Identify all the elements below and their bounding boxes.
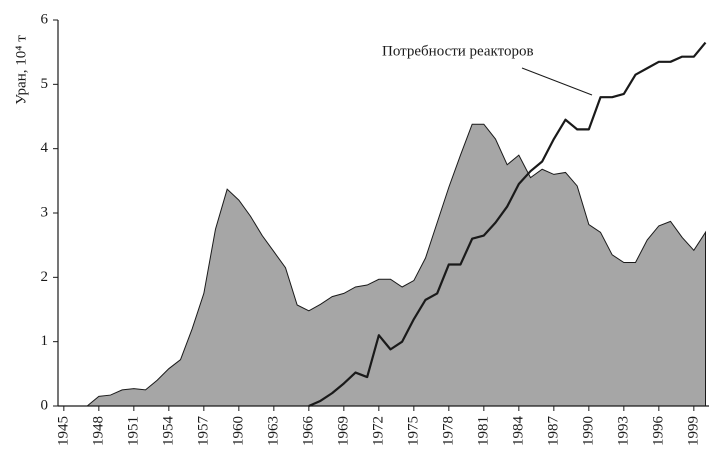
x-tick-label: 1975 (405, 416, 421, 446)
x-tick-label: 1945 (55, 416, 71, 446)
x-tick-label: 1963 (265, 416, 281, 446)
x-tick-label: 1978 (440, 416, 456, 446)
y-axis-label: Уран, 10⁴ т (13, 35, 29, 105)
y-tick-label: 1 (41, 333, 49, 349)
line (308, 41, 707, 408)
x-tick-label: 1954 (160, 416, 176, 447)
area (63, 123, 706, 407)
x-tick-label: 1981 (475, 416, 491, 446)
y-tick-label: 3 (41, 204, 49, 220)
x-tick-label: 1948 (90, 416, 106, 446)
x-tick-label: 1987 (545, 416, 561, 447)
x-tick-label: 1969 (335, 416, 351, 446)
y-tick-label: 5 (41, 76, 49, 92)
x-tick-label: 1951 (125, 416, 141, 446)
y-tick-label: 2 (41, 269, 49, 285)
x-tick-label: 1993 (615, 416, 631, 446)
x-tick-label: 1957 (195, 416, 211, 447)
x-tick-label: 1960 (230, 416, 246, 446)
y-tick-label: 4 (41, 140, 49, 156)
x-tick-label: 1972 (370, 416, 386, 446)
annotation: Потребности реакторов (382, 43, 534, 59)
x-tick-label: 1996 (650, 416, 666, 447)
annotation-leader (521, 67, 593, 96)
y-tick-label: 6 (41, 11, 49, 27)
y-tick-label: 0 (41, 397, 49, 413)
x-tick-label: 1990 (580, 416, 596, 446)
x-tick-label: 1984 (510, 416, 526, 447)
x-tick-label: 1966 (300, 416, 316, 447)
x-tick-label: 1999 (685, 416, 701, 446)
